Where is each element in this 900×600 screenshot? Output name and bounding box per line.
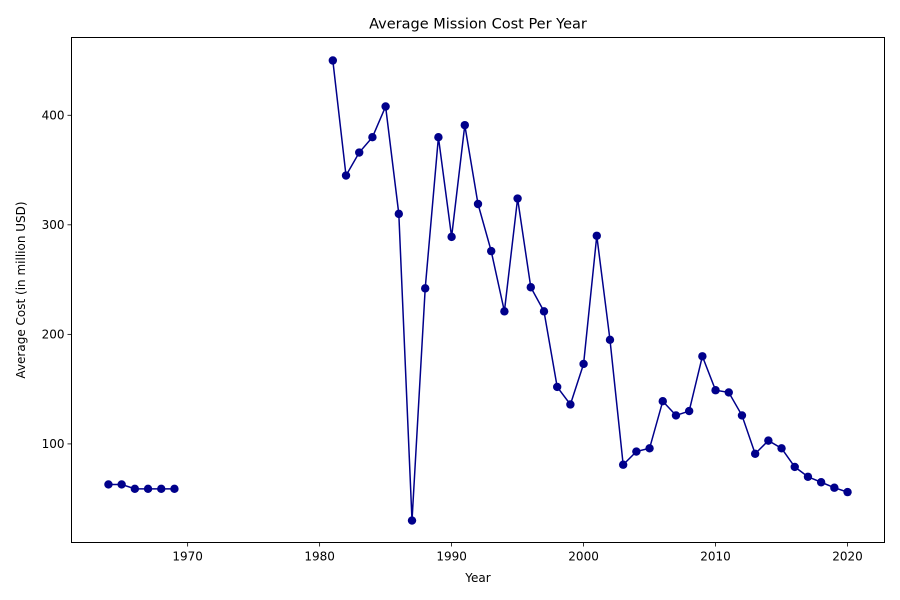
data-point-1969 <box>170 484 179 494</box>
y-axis: 100 200 300 400 <box>42 108 72 451</box>
data-point-1989 <box>434 132 443 142</box>
data-point-2013 <box>750 449 760 458</box>
x-tick-label-1980: 1980 <box>304 550 335 564</box>
data-point-1995 <box>513 194 522 203</box>
data-point-1965 <box>117 480 126 489</box>
data-point-1992 <box>473 199 483 209</box>
data-point-1983 <box>355 148 364 157</box>
data-point-1993 <box>487 246 496 256</box>
data-point-1998 <box>552 382 562 392</box>
chart-title: Average Mission Cost Per Year <box>369 17 587 33</box>
data-point-2012 <box>737 411 747 420</box>
y-tick-label-400: 400 <box>42 108 65 122</box>
y-tick-label-300: 300 <box>42 218 65 232</box>
data-point-1985 <box>381 102 390 111</box>
data-point-1988 <box>421 284 430 293</box>
data-point-2009 <box>698 352 707 361</box>
data-point-2006 <box>658 396 667 406</box>
data-point-1964 <box>104 480 113 489</box>
data-point-2003 <box>618 460 628 469</box>
data-point-1968 <box>157 484 166 494</box>
data-point-2019 <box>830 483 839 492</box>
x-tick-label-1990: 1990 <box>436 550 467 564</box>
data-point-2001 <box>592 231 601 240</box>
data-point-2017 <box>803 472 813 481</box>
data-point-1986 <box>394 209 404 219</box>
data-point-1982 <box>341 171 351 180</box>
plot-frame <box>71 37 885 543</box>
x-tick-label-2010: 2010 <box>700 550 731 564</box>
data-point-1990 <box>447 232 456 242</box>
plot-area <box>104 56 852 525</box>
data-point-2010 <box>711 386 720 395</box>
x-tick-label-1970: 1970 <box>172 550 203 564</box>
data-point-1996 <box>526 283 535 292</box>
y-axis-label: Average Cost (in million USD) <box>14 201 28 378</box>
data-point-1967 <box>143 484 153 494</box>
data-point-2015 <box>777 444 786 453</box>
data-point-1987 <box>407 516 417 525</box>
data-point-2007 <box>671 411 681 420</box>
data-point-1999 <box>566 400 575 409</box>
data-point-2000 <box>579 359 588 369</box>
data-point-1991 <box>460 120 469 130</box>
data-point-2008 <box>684 406 694 416</box>
y-tick-label-100: 100 <box>42 437 65 451</box>
data-point-1966 <box>130 484 140 494</box>
data-point-1994 <box>500 307 509 316</box>
data-point-2018 <box>816 478 826 487</box>
data-point-2005 <box>645 444 654 453</box>
data-point-1981 <box>328 56 338 65</box>
x-axis-label: Year <box>464 571 490 585</box>
data-point-2002 <box>605 335 615 345</box>
data-point-2004 <box>632 447 641 456</box>
data-point-2016 <box>790 462 799 472</box>
data-point-2014 <box>764 436 773 445</box>
data-point-1997 <box>539 307 549 316</box>
series-line-segment-2 <box>332 60 848 521</box>
x-tick-label-2000: 2000 <box>568 550 599 564</box>
data-point-2011 <box>724 388 733 397</box>
x-axis: 1970 1980 1990 2000 2010 2020 <box>172 542 863 564</box>
x-tick-label-2020: 2020 <box>832 550 863 564</box>
data-point-2020 <box>843 487 852 497</box>
data-point-1984 <box>368 132 377 142</box>
y-tick-label-200: 200 <box>42 327 65 341</box>
